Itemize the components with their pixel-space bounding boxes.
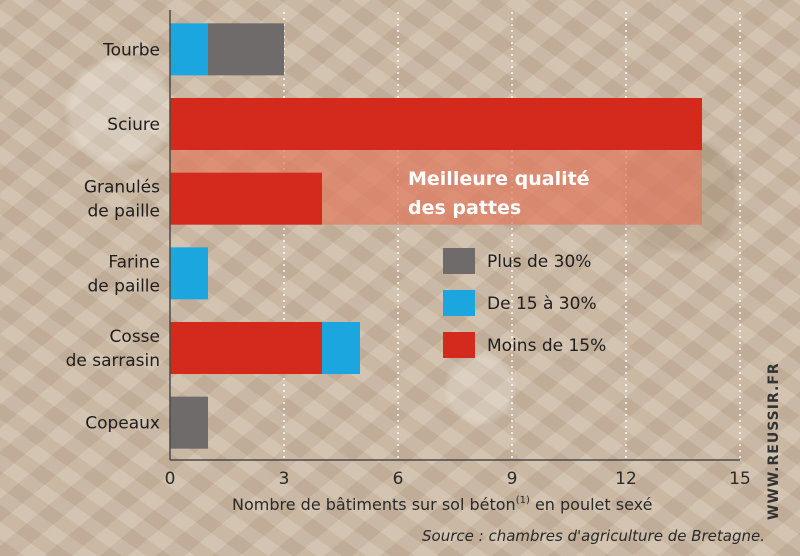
x-axis-label-superscript: (1) xyxy=(516,495,530,506)
grid-lines xyxy=(283,12,741,460)
legend-label-moins-de-15: Moins de 15% xyxy=(487,336,606,356)
highlight-label-line2: des pattes xyxy=(408,197,521,219)
bar-copeaux-plus-de-30 xyxy=(170,396,208,449)
x-tick-label-12: 12 xyxy=(615,469,637,489)
x-axis-label: Nombre de bâtiments sur sol béton(1) en … xyxy=(232,495,652,514)
category-label-farine-de-paille-2: de paille xyxy=(88,276,161,296)
tick-labels: 0 3 6 9 12 15 xyxy=(165,469,751,489)
x-tick-label-15: 15 xyxy=(729,469,751,489)
x-tick-label-6: 6 xyxy=(393,469,404,489)
bar-cosse-de-sarrasin-moins-de-15 xyxy=(170,322,322,374)
category-label-copeaux-1: Copeaux xyxy=(85,414,160,434)
category-label-granules-de-paille-2: de paille xyxy=(88,202,161,222)
source-note: Source : chambres d'agriculture de Breta… xyxy=(422,527,765,545)
bar-sciure-moins-de-15 xyxy=(170,98,702,150)
legend-label-plus-de-30: Plus de 30% xyxy=(487,252,591,272)
category-label-cosse-de-sarrasin-1: Cosse xyxy=(110,327,160,347)
bar-granules-de-paille-moins-de-15 xyxy=(170,172,322,225)
x-tick-label-0: 0 xyxy=(165,469,176,489)
bar-cosse-de-sarrasin-de-15-a-30 xyxy=(322,322,360,374)
axes xyxy=(169,10,740,461)
bar-farine-de-paille-de-15-a-30 xyxy=(170,247,208,300)
legend: Plus de 30% De 15 à 30% Moins de 15% xyxy=(443,248,606,358)
x-tick-label-3: 3 xyxy=(279,469,290,489)
legend-label-de-15-a-30: De 15 à 30% xyxy=(487,294,597,314)
legend-swatch-moins-de-15 xyxy=(443,332,475,358)
category-label-cosse-de-sarrasin-2: de sarrasin xyxy=(66,351,160,371)
x-axis-label-suffix: en poulet sexé xyxy=(530,495,653,514)
category-labels: Tourbe Sciure Granulés de paille Farine de pa… xyxy=(66,40,161,433)
bar-tourbe-plus-de-30 xyxy=(208,23,284,76)
legend-swatch-de-15-a-30 xyxy=(443,290,475,316)
category-label-granules-de-paille-1: Granulés xyxy=(84,178,160,198)
bar-tourbe-de-15-a-30 xyxy=(170,23,208,76)
legend-swatch-plus-de-30 xyxy=(443,248,475,274)
category-label-farine-de-paille-1: Farine xyxy=(108,252,160,272)
highlight-label-line1: Meilleure qualité xyxy=(408,168,590,190)
category-label-tourbe-1: Tourbe xyxy=(102,40,160,60)
x-tick-label-9: 9 xyxy=(507,469,518,489)
category-label-sciure-1: Sciure xyxy=(107,115,160,135)
site-credit: WWW.REUSSIR.FR xyxy=(766,362,782,520)
bars xyxy=(170,23,702,449)
x-axis-label-main: Nombre de bâtiments sur sol béton xyxy=(232,495,516,514)
